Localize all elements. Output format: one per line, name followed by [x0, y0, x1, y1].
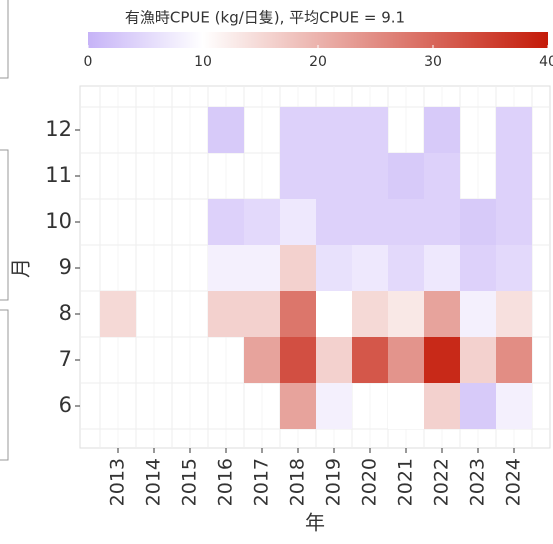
heat-cell: [460, 199, 496, 245]
y-tick-label: 9: [59, 255, 72, 279]
colorbar-tick-label: 40: [539, 54, 553, 70]
heat-cell: [280, 107, 316, 153]
heat-cell: [388, 337, 424, 383]
heat-cell: [208, 245, 244, 291]
x-tick-label: 2015: [179, 458, 201, 506]
heat-cell: [244, 199, 280, 245]
heat-cell: [424, 199, 460, 245]
heat-cell: [496, 291, 532, 337]
y-tick-label: 11: [45, 163, 72, 187]
y-tick-label: 12: [45, 117, 72, 141]
heat-cell: [496, 199, 532, 245]
heat-cell: [352, 199, 388, 245]
heat-cell: [352, 153, 388, 199]
heat-cell: [316, 245, 352, 291]
heat-cell: [280, 245, 316, 291]
heat-cell: [424, 107, 460, 153]
side-panel: [0, 0, 9, 79]
y-tick-label: 7: [59, 347, 72, 371]
x-tick-label: 2013: [107, 458, 129, 506]
heat-cell: [244, 337, 280, 383]
heat-cell: [424, 291, 460, 337]
heat-cell: [244, 291, 280, 337]
heat-cell: [460, 337, 496, 383]
heat-cell: [460, 245, 496, 291]
x-tick-label: 2021: [395, 458, 417, 506]
heat-cell: [280, 383, 316, 429]
heat-cell: [424, 153, 460, 199]
heat-cell: [496, 153, 532, 199]
x-tick-label: 2023: [467, 458, 489, 506]
heat-cell: [316, 337, 352, 383]
colorbar-tick-label: 30: [424, 54, 442, 70]
x-tick-label: 2024: [503, 458, 525, 506]
heat-cell: [496, 107, 532, 153]
x-tick-label: 2020: [359, 458, 381, 506]
heat-cell: [352, 291, 388, 337]
heat-cell: [208, 291, 244, 337]
heat-cell: [280, 153, 316, 199]
heat-cell: [388, 291, 424, 337]
heat-cell: [280, 337, 316, 383]
x-tick-label: 2016: [215, 458, 237, 506]
heat-cell: [280, 291, 316, 337]
heat-cell: [244, 245, 280, 291]
heat-cell: [496, 337, 532, 383]
heat-cell: [316, 199, 352, 245]
heat-cell: [388, 383, 424, 429]
heat-cell: [388, 245, 424, 291]
x-axis-title: 年: [305, 511, 325, 535]
heat-cell: [388, 199, 424, 245]
colorbar-tick-label: 10: [194, 54, 212, 70]
x-tick-label: 2017: [251, 458, 273, 506]
heat-cell: [208, 199, 244, 245]
heat-cell: [352, 245, 388, 291]
heat-cell: [280, 199, 316, 245]
x-tick-label: 2014: [143, 458, 165, 506]
heat-cell: [424, 245, 460, 291]
heat-cell: [496, 245, 532, 291]
x-tick-label: 2019: [323, 458, 345, 506]
colorbar: [88, 32, 548, 48]
y-tick-label: 8: [59, 301, 72, 325]
y-tick-label: 6: [59, 393, 72, 417]
y-axis-title: 月: [9, 258, 33, 278]
x-tick-label: 2018: [287, 458, 309, 506]
heat-cell: [316, 153, 352, 199]
heat-cell: [424, 383, 460, 429]
side-panel: [0, 309, 9, 461]
heat-cell: [316, 291, 352, 337]
heat-cell: [388, 153, 424, 199]
heat-cell: [496, 383, 532, 429]
heat-cell: [460, 291, 496, 337]
heat-cell: [316, 107, 352, 153]
side-panel: [0, 149, 9, 301]
heat-cell: [460, 383, 496, 429]
x-tick-label: 2022: [431, 458, 453, 506]
heat-cell: [352, 107, 388, 153]
heat-cell: [100, 291, 136, 337]
heat-cell: [208, 107, 244, 153]
colorbar-title: 有漁時CPUE (kg/日隻), 平均CPUE = 9.1: [125, 9, 405, 27]
heat-cell: [352, 337, 388, 383]
y-tick-label: 10: [45, 209, 72, 233]
colorbar-tick-label: 0: [84, 54, 93, 70]
heat-cell: [424, 337, 460, 383]
colorbar-tick-label: 20: [309, 54, 327, 70]
heat-cell: [316, 383, 352, 429]
